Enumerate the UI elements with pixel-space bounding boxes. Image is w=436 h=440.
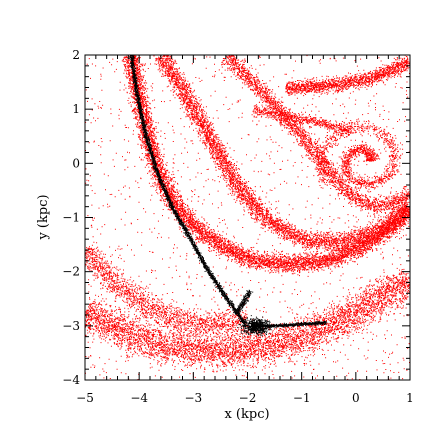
y-tick-label: −1	[62, 211, 80, 225]
y-tick-label: −4	[62, 373, 80, 387]
y-tick-label: −2	[62, 265, 80, 279]
x-tick-label: −2	[239, 391, 257, 405]
particle-layer	[85, 55, 410, 380]
particle-series-1	[128, 55, 328, 337]
x-tick-label: −1	[293, 391, 311, 405]
red-particle-structure-3	[154, 55, 410, 255]
y-tick-label: 1	[72, 102, 80, 116]
black-stream-structure-2	[234, 289, 254, 314]
black-stream-structure-3	[252, 320, 328, 329]
x-tick-label: −3	[184, 391, 202, 405]
particle-series-0	[85, 55, 410, 380]
x-tick-label: −5	[76, 391, 94, 405]
x-tick-label: 1	[406, 391, 414, 405]
red-particle-structure-4	[221, 55, 410, 219]
y-axis-label: y (kpc)	[36, 194, 51, 240]
y-tick-label: 0	[72, 156, 80, 170]
red-particle-structure-0	[85, 263, 410, 373]
axes: −5 −4 −3 −2 −1 0 1 −4 −3 −2 −1 0 1 2	[62, 48, 414, 405]
x-tick-label: 0	[352, 391, 360, 405]
x-axis-label: x (kpc)	[224, 407, 269, 422]
y-tick-label: 2	[72, 48, 80, 62]
y-tick-label: −3	[62, 319, 80, 333]
red-particle-structure-1	[85, 242, 249, 339]
red-particle-structure-6	[314, 118, 404, 190]
red-particle-structure-5	[285, 55, 410, 97]
x-tick-label: −4	[130, 391, 148, 405]
red-particle-structure-2	[121, 55, 410, 276]
red-particle-structure-7	[252, 104, 352, 138]
